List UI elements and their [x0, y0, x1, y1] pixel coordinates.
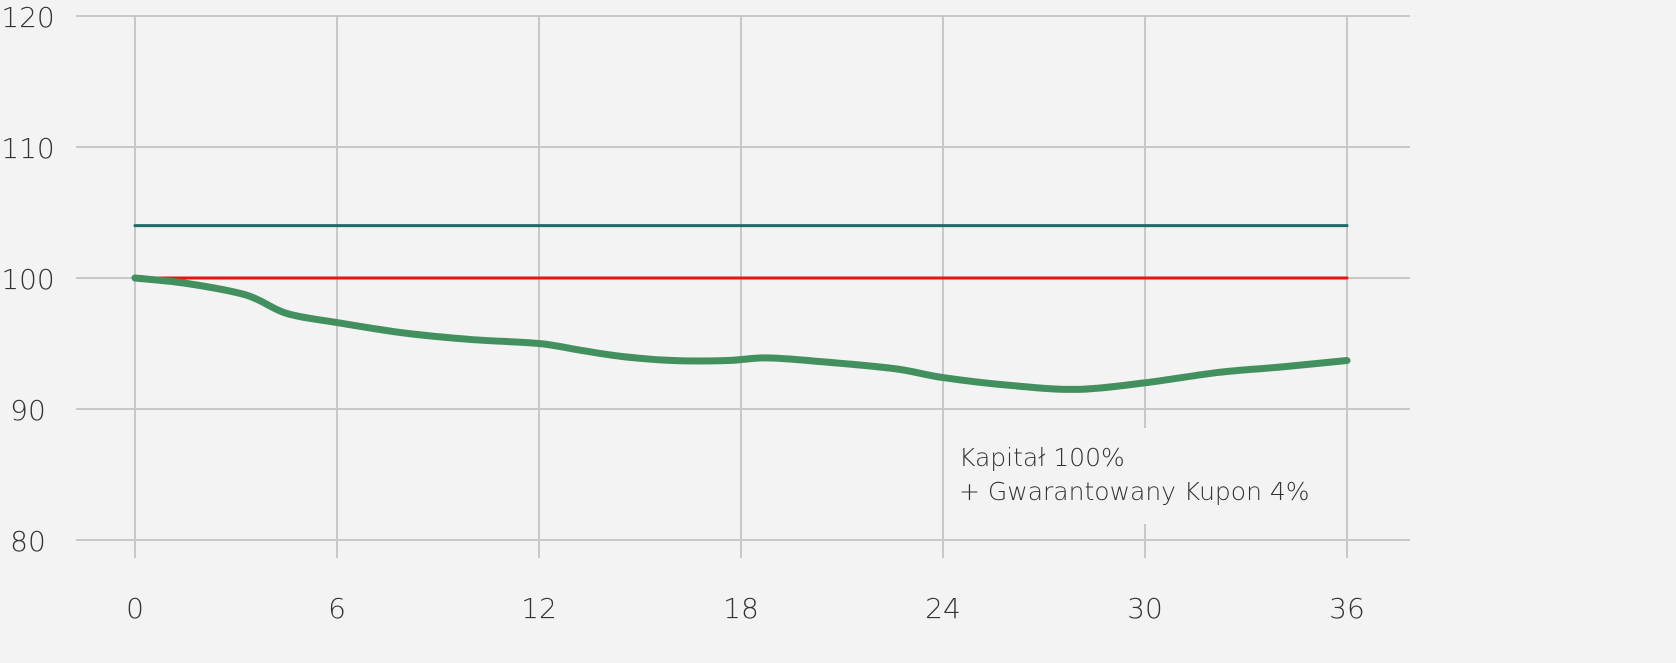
x-axis-ticks: 0 6 12 18 24 30 36: [126, 592, 1365, 625]
y-tick-label: 100: [1, 263, 54, 296]
annotation: Kapitał 100% + Gwarantowany Kupon 4%: [948, 428, 1338, 524]
x-tick-label: 12: [521, 592, 557, 625]
x-tick-label: 30: [1127, 592, 1163, 625]
y-tick-label: 90: [10, 394, 46, 427]
x-tick-label: 0: [126, 592, 144, 625]
x-tick-label: 24: [925, 592, 961, 625]
annotation-background: [948, 428, 1338, 524]
annotation-line-2: + Gwarantowany Kupon 4%: [959, 477, 1310, 506]
y-tick-label: 80: [10, 525, 46, 558]
annotation-line-1: Kapitał 100%: [959, 443, 1125, 472]
y-axis-ticks: 80 90 100 110 120: [1, 1, 54, 558]
series-line-2: [131, 274, 1351, 393]
x-tick-label: 36: [1329, 592, 1365, 625]
x-tick-label: 6: [328, 592, 346, 625]
y-tick-label: 120: [1, 1, 54, 34]
x-tick-label: 18: [723, 592, 759, 625]
series-group: [131, 224, 1351, 393]
y-tick-label: 110: [1, 132, 54, 165]
